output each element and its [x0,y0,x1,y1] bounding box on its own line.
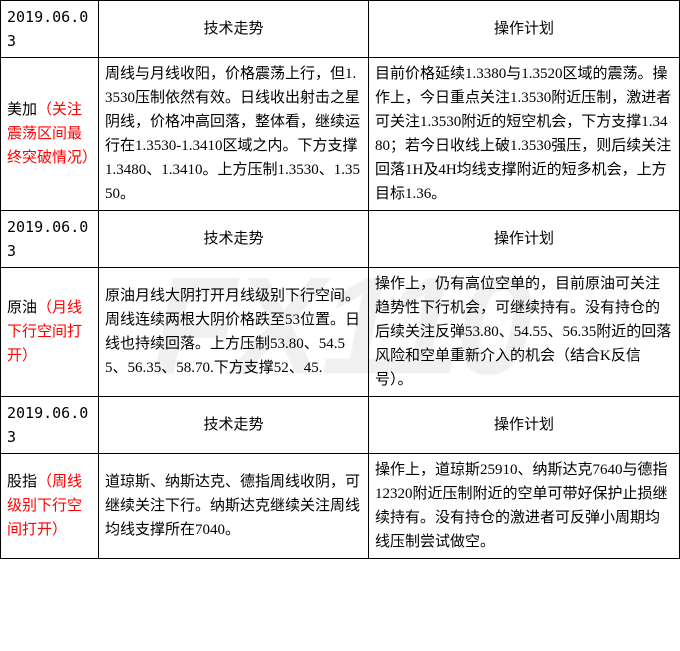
section-header-row: 2019.06.03 技术走势 操作计划 [1,211,680,268]
section-body-row: 股指（周线级别下行空间打开） 道琼斯、纳斯达克、德指周线收阴，可继续关注下行。纳… [1,454,680,559]
section-header-row: 2019.06.03 技术走势 操作计划 [1,397,680,454]
tech-header: 技术走势 [99,1,369,58]
analysis-table: 2019.06.03 技术走势 操作计划 美加（关注震荡区间最终突破情况） 周线… [0,0,680,559]
instrument-main: 美加 [7,102,37,118]
date-cell: 2019.06.03 [1,1,99,58]
tech-cell: 周线与月线收阳，价格震荡上行，但1.3530压制依然有效。日线收出射击之星阴线，… [99,58,369,211]
instrument-main: 股指 [7,474,37,490]
instrument-label: 美加（关注震荡区间最终突破情况） [1,58,99,211]
plan-cell: 操作上，仍有高位空单的，目前原油可关注趋势性下行机会，可继续持有。没有持仓的后续… [369,268,680,397]
plan-header: 操作计划 [369,1,680,58]
date-cell: 2019.06.03 [1,211,99,268]
tech-cell: 原油月线大阴打开月线级别下行空间。周线连续两根大阴价格跌至53位置。日线也持续回… [99,268,369,397]
plan-cell: 目前价格延续1.3380与1.3520区域的震荡。操作上，今日重点关注1.353… [369,58,680,211]
plan-header: 操作计划 [369,397,680,454]
section-body-row: 美加（关注震荡区间最终突破情况） 周线与月线收阳，价格震荡上行，但1.3530压… [1,58,680,211]
plan-header: 操作计划 [369,211,680,268]
instrument-label: 股指（周线级别下行空间打开） [1,454,99,559]
plan-cell: 操作上，道琼斯25910、纳斯达克7640与德指12320附近压制附近的空单可带… [369,454,680,559]
date-cell: 2019.06.03 [1,397,99,454]
instrument-main: 原油 [7,300,37,316]
tech-cell: 道琼斯、纳斯达克、德指周线收阴，可继续关注下行。纳斯达克继续关注周线均线支撑所在… [99,454,369,559]
section-header-row: 2019.06.03 技术走势 操作计划 [1,1,680,58]
section-body-row: 原油（月线下行空间打开） 原油月线大阴打开月线级别下行空间。周线连续两根大阴价格… [1,268,680,397]
tech-header: 技术走势 [99,211,369,268]
instrument-label: 原油（月线下行空间打开） [1,268,99,397]
tech-header: 技术走势 [99,397,369,454]
